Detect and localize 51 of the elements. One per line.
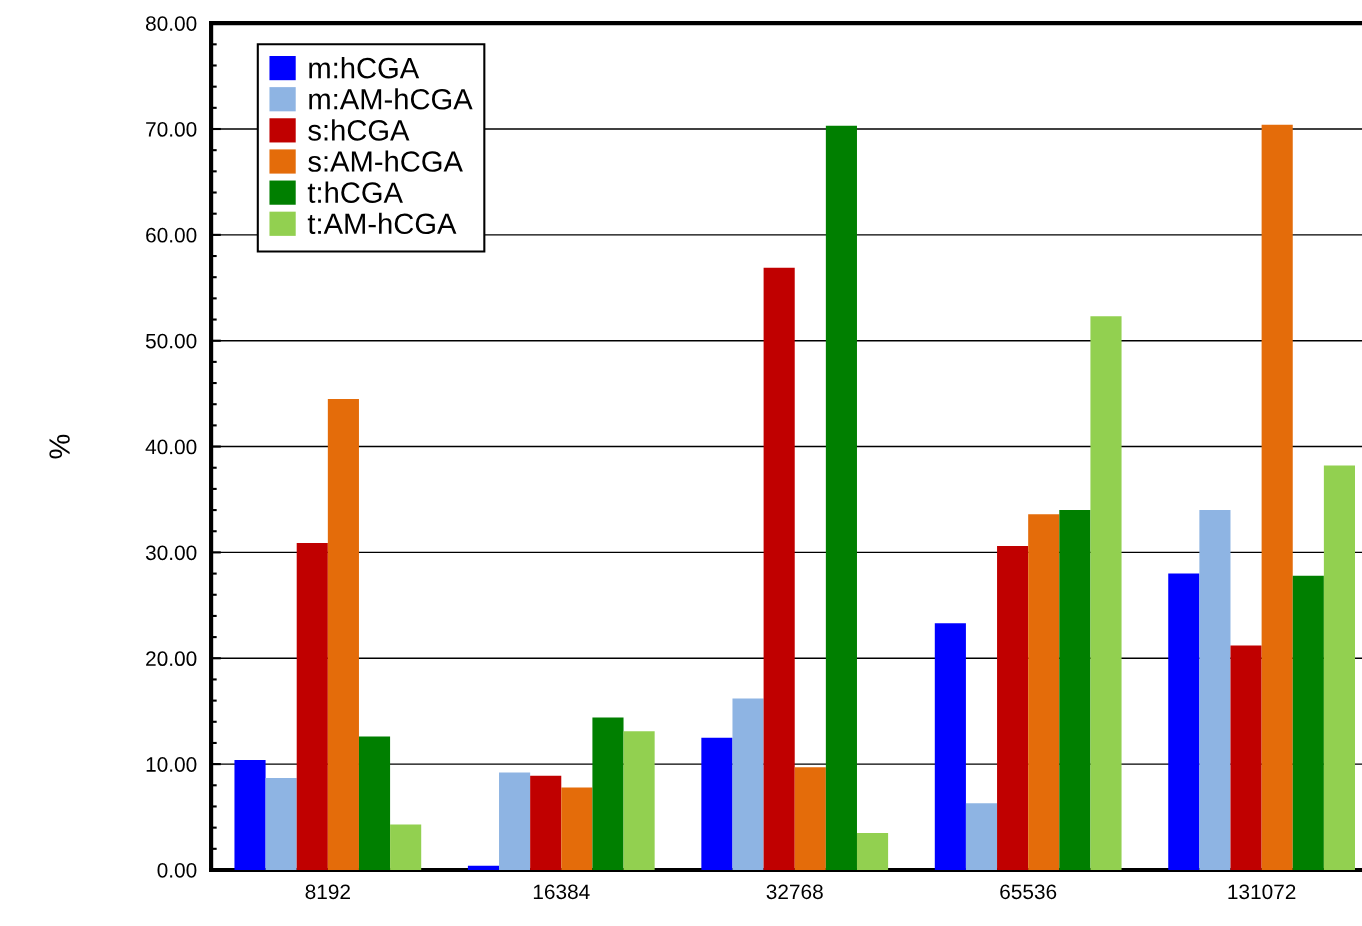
x-tick-label: 65536 (1000, 884, 1057, 900)
y-tick-label: 50.00 (145, 333, 197, 349)
bar (1090, 316, 1122, 870)
bar (965, 803, 998, 870)
bar (499, 772, 531, 870)
bar (561, 787, 593, 870)
bar (530, 775, 562, 870)
bar (265, 777, 297, 870)
y-tick-label: 0.00 (157, 862, 197, 878)
legend-label: m:hCGA (309, 57, 420, 79)
x-tick-label: 131072 (1228, 884, 1296, 900)
legend-label: m:AM-hCGA (309, 88, 473, 110)
bar (1059, 510, 1091, 870)
y-tick-label: 10.00 (146, 757, 197, 772)
bar (358, 736, 391, 870)
bar (390, 824, 422, 870)
bar (1323, 465, 1355, 870)
y-tick-label: 30.00 (145, 545, 197, 561)
y-tick-label: 70.00 (146, 122, 197, 137)
legend-label: t:hCGA (307, 181, 403, 203)
bar (1168, 573, 1200, 870)
bar (592, 717, 624, 870)
legend-label: s:hCGA (308, 119, 410, 141)
y-tick-label: 20.00 (146, 651, 197, 667)
y-axis-title: % (49, 434, 70, 459)
legend-label: s:AM-hCGA (308, 150, 463, 172)
bar (327, 398, 359, 870)
bar (1292, 575, 1324, 870)
bar (623, 731, 655, 870)
bar (1261, 124, 1293, 870)
bar (467, 865, 500, 870)
y-tick-label: 40.00 (145, 439, 197, 455)
x-tick-label: 8192 (305, 884, 350, 900)
bar (234, 759, 266, 870)
bar (1028, 514, 1060, 870)
x-tick-label: 32768 (766, 884, 823, 900)
bar (763, 267, 795, 870)
bar (1199, 510, 1231, 870)
x-tick-label: 16384 (533, 884, 590, 900)
bar (732, 698, 764, 870)
bar (825, 125, 857, 870)
bar (701, 737, 733, 870)
y-tick-label: 80.00 (146, 16, 197, 31)
bar (934, 623, 966, 870)
legend-label: t:AM-hCGA (307, 212, 457, 235)
bar (997, 546, 1029, 870)
y-tick-label: 60.00 (146, 227, 197, 243)
bar (296, 542, 328, 870)
bar (794, 767, 826, 870)
bar (856, 832, 889, 870)
bar (1230, 645, 1262, 870)
